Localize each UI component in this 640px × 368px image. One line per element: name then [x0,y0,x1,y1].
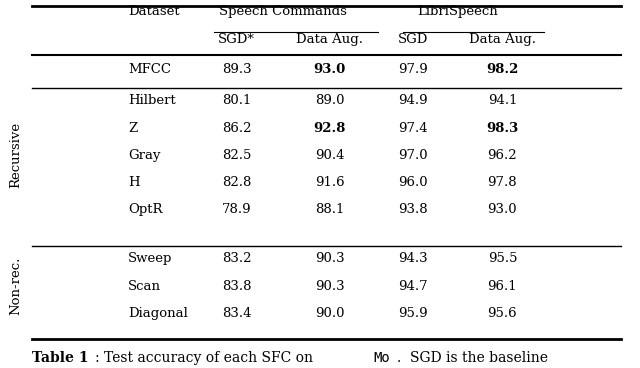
Text: Data Aug.: Data Aug. [469,33,536,46]
Text: 90.3: 90.3 [315,252,344,265]
Text: 83.8: 83.8 [222,280,252,293]
Text: 94.7: 94.7 [398,280,428,293]
Text: 94.9: 94.9 [398,95,428,107]
Text: H: H [128,176,140,189]
Text: Non-rec.: Non-rec. [10,257,22,315]
Text: 82.5: 82.5 [222,149,252,162]
Text: OptR: OptR [128,204,163,216]
Text: 86.2: 86.2 [222,122,252,135]
Text: 96.2: 96.2 [488,149,517,162]
Text: 93.8: 93.8 [398,204,428,216]
Text: Hilbert: Hilbert [128,95,176,107]
Text: 97.9: 97.9 [398,63,428,76]
Text: Data Aug.: Data Aug. [296,33,363,46]
Text: 95.9: 95.9 [398,307,428,320]
Text: 89.3: 89.3 [222,63,252,76]
Text: 94.1: 94.1 [488,95,517,107]
Text: 93.0: 93.0 [488,204,517,216]
Text: 93.0: 93.0 [314,63,346,76]
Text: 92.8: 92.8 [314,122,346,135]
Text: Dataset: Dataset [128,4,180,18]
Text: 89.0: 89.0 [315,95,344,107]
Text: 88.1: 88.1 [315,204,344,216]
Text: Speech Commands: Speech Commands [220,4,347,18]
Text: 97.4: 97.4 [398,122,428,135]
Text: 83.2: 83.2 [222,252,252,265]
Text: 98.2: 98.2 [486,63,518,76]
Text: 98.3: 98.3 [486,122,518,135]
Text: 82.8: 82.8 [222,176,252,189]
Text: 97.8: 97.8 [488,176,517,189]
Text: 97.0: 97.0 [398,149,428,162]
Text: 95.6: 95.6 [488,307,517,320]
Text: MFCC: MFCC [128,63,171,76]
Text: Z: Z [128,122,137,135]
Text: Recursive: Recursive [10,122,22,188]
Text: 90.0: 90.0 [315,307,344,320]
Text: 78.9: 78.9 [222,204,252,216]
Text: 90.4: 90.4 [315,149,344,162]
Text: 83.4: 83.4 [222,307,252,320]
Text: SGD*: SGD* [218,33,255,46]
Text: Gray: Gray [128,149,161,162]
Text: Sweep: Sweep [128,252,172,265]
Text: 91.6: 91.6 [315,176,344,189]
Text: .  SGD is the baseline: . SGD is the baseline [397,351,548,365]
Text: 95.5: 95.5 [488,252,517,265]
Text: 80.1: 80.1 [222,95,252,107]
Text: 96.1: 96.1 [488,280,517,293]
Text: 96.0: 96.0 [398,176,428,189]
Text: : Test accuracy of each SFC on: : Test accuracy of each SFC on [95,351,313,365]
Text: Diagonal: Diagonal [128,307,188,320]
Text: LibriSpeech: LibriSpeech [417,4,498,18]
Text: 94.3: 94.3 [398,252,428,265]
Text: 90.3: 90.3 [315,280,344,293]
Text: Mo: Mo [373,351,390,365]
Text: SGD: SGD [397,33,428,46]
Text: Scan: Scan [128,280,161,293]
Text: Table 1: Table 1 [32,351,88,365]
